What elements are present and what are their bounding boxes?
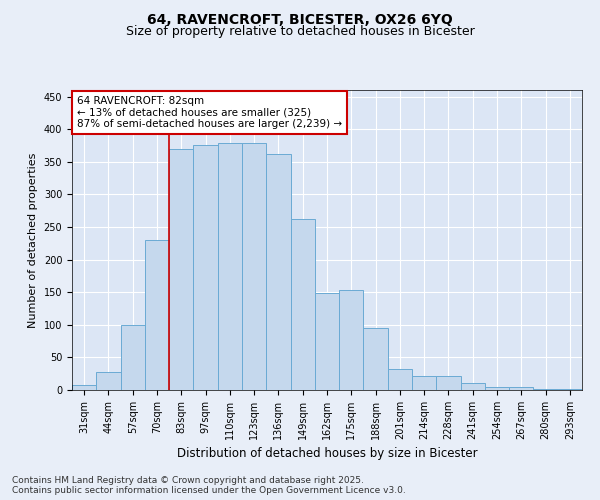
X-axis label: Distribution of detached houses by size in Bicester: Distribution of detached houses by size …: [176, 448, 478, 460]
Bar: [412, 376, 436, 390]
Bar: [96, 372, 121, 390]
Bar: [290, 219, 315, 390]
Bar: [72, 385, 96, 390]
Bar: [169, 148, 193, 390]
Bar: [242, 144, 266, 390]
Bar: [218, 144, 242, 390]
Bar: [339, 290, 364, 390]
Text: 64, RAVENCROFT, BICESTER, OX26 6YQ: 64, RAVENCROFT, BICESTER, OX26 6YQ: [147, 12, 453, 26]
Y-axis label: Number of detached properties: Number of detached properties: [28, 152, 38, 328]
Bar: [558, 388, 582, 390]
Text: Contains HM Land Registry data © Crown copyright and database right 2025.
Contai: Contains HM Land Registry data © Crown c…: [12, 476, 406, 495]
Bar: [533, 388, 558, 390]
Bar: [509, 388, 533, 390]
Bar: [121, 325, 145, 390]
Bar: [193, 146, 218, 390]
Bar: [485, 388, 509, 390]
Text: Size of property relative to detached houses in Bicester: Size of property relative to detached ho…: [125, 25, 475, 38]
Bar: [145, 240, 169, 390]
Bar: [388, 369, 412, 390]
Bar: [461, 384, 485, 390]
Bar: [364, 328, 388, 390]
Text: 64 RAVENCROFT: 82sqm
← 13% of detached houses are smaller (325)
87% of semi-deta: 64 RAVENCROFT: 82sqm ← 13% of detached h…: [77, 96, 342, 129]
Bar: [436, 376, 461, 390]
Bar: [266, 154, 290, 390]
Bar: [315, 294, 339, 390]
